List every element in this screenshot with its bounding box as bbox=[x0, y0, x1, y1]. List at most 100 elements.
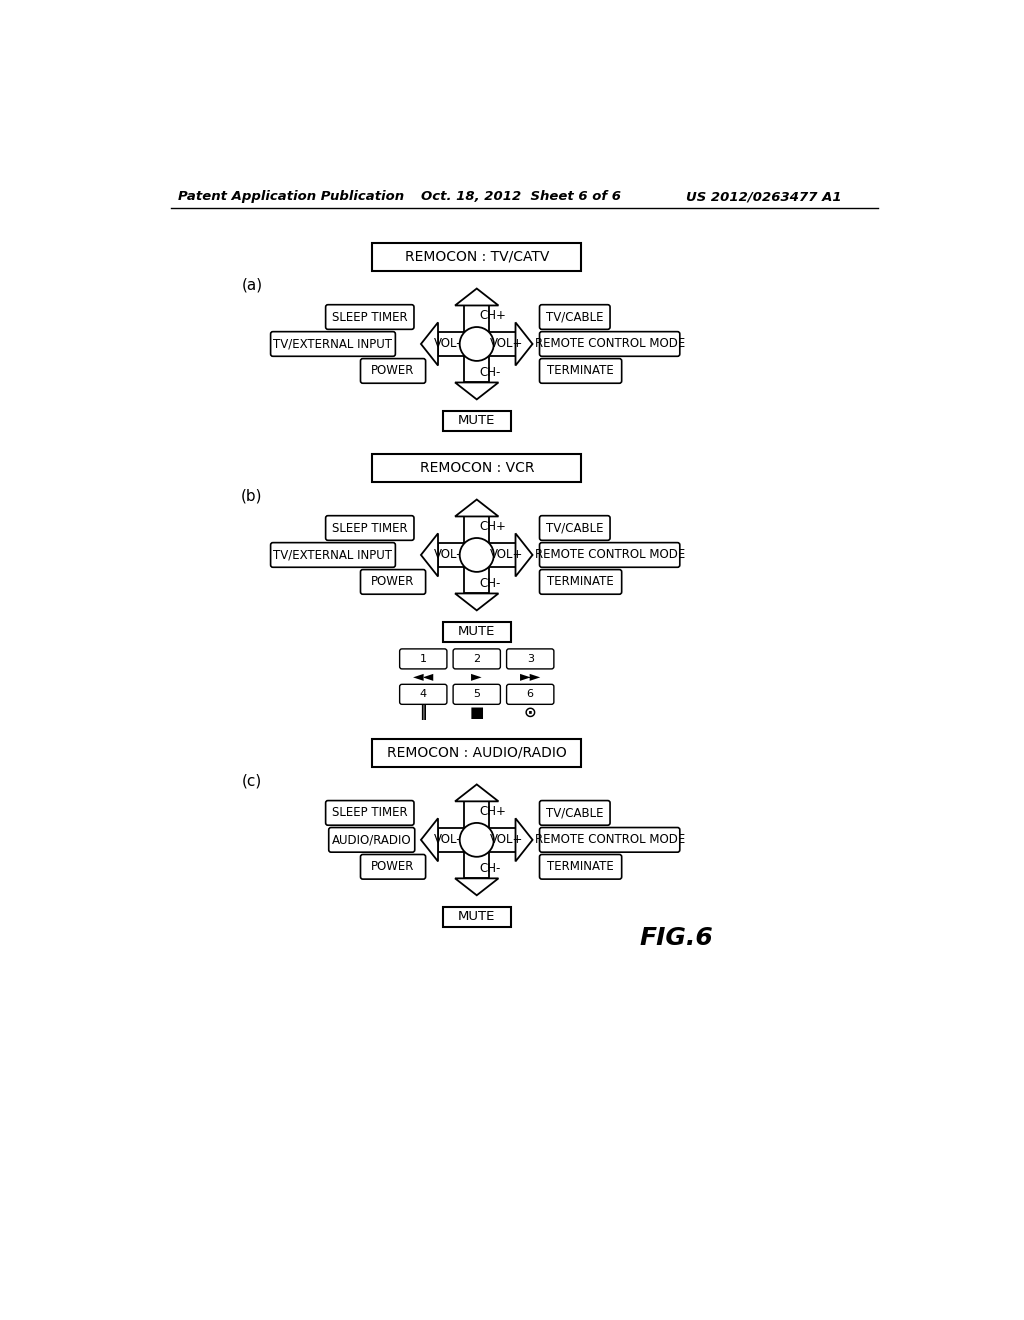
FancyBboxPatch shape bbox=[326, 800, 414, 825]
Text: 3: 3 bbox=[526, 653, 534, 664]
Bar bbox=[489, 331, 515, 356]
Bar bbox=[438, 828, 464, 853]
Text: Oct. 18, 2012  Sheet 6 of 6: Oct. 18, 2012 Sheet 6 of 6 bbox=[421, 190, 621, 203]
Text: 4: 4 bbox=[420, 689, 427, 700]
Polygon shape bbox=[421, 322, 438, 366]
Text: REMOCON : VCR: REMOCON : VCR bbox=[420, 461, 534, 475]
FancyBboxPatch shape bbox=[540, 516, 610, 540]
FancyBboxPatch shape bbox=[540, 828, 680, 853]
Circle shape bbox=[460, 327, 494, 360]
Text: VOL-: VOL- bbox=[434, 833, 462, 846]
Bar bbox=[442, 411, 511, 430]
Circle shape bbox=[460, 539, 494, 572]
Polygon shape bbox=[515, 818, 532, 862]
Bar bbox=[464, 853, 489, 878]
Text: FIG.6: FIG.6 bbox=[640, 927, 714, 950]
Text: TERMINATE: TERMINATE bbox=[547, 861, 614, 874]
Polygon shape bbox=[455, 383, 499, 400]
Text: SLEEP TIMER: SLEEP TIMER bbox=[332, 310, 408, 323]
FancyBboxPatch shape bbox=[360, 854, 426, 879]
Text: ⊙: ⊙ bbox=[524, 705, 537, 719]
Polygon shape bbox=[515, 322, 532, 366]
Text: TV/CABLE: TV/CABLE bbox=[546, 310, 603, 323]
Text: SLEEP TIMER: SLEEP TIMER bbox=[332, 521, 408, 535]
Text: VOL+: VOL+ bbox=[490, 833, 523, 846]
Text: REMOTE CONTROL MODE: REMOTE CONTROL MODE bbox=[535, 338, 685, 351]
Text: ►: ► bbox=[471, 669, 482, 684]
Text: REMOTE CONTROL MODE: REMOTE CONTROL MODE bbox=[535, 548, 685, 561]
FancyBboxPatch shape bbox=[326, 305, 414, 330]
Text: 1: 1 bbox=[420, 653, 427, 664]
Text: US 2012/0263477 A1: US 2012/0263477 A1 bbox=[686, 190, 842, 203]
Text: REMOCON : AUDIO/RADIO: REMOCON : AUDIO/RADIO bbox=[387, 746, 566, 760]
FancyBboxPatch shape bbox=[540, 570, 622, 594]
Polygon shape bbox=[455, 499, 499, 516]
Text: POWER: POWER bbox=[372, 861, 415, 874]
Text: 6: 6 bbox=[526, 689, 534, 700]
Bar bbox=[372, 454, 582, 482]
Text: TV/EXTERNAL INPUT: TV/EXTERNAL INPUT bbox=[273, 338, 392, 351]
FancyBboxPatch shape bbox=[399, 684, 446, 705]
Text: MUTE: MUTE bbox=[458, 626, 496, 639]
Polygon shape bbox=[455, 784, 499, 801]
FancyBboxPatch shape bbox=[326, 516, 414, 540]
Polygon shape bbox=[515, 533, 532, 577]
Circle shape bbox=[460, 822, 494, 857]
Text: TV/CABLE: TV/CABLE bbox=[546, 521, 603, 535]
Text: VOL-: VOL- bbox=[434, 338, 462, 351]
FancyBboxPatch shape bbox=[453, 684, 501, 705]
Text: CH+: CH+ bbox=[479, 520, 506, 533]
Bar bbox=[464, 516, 489, 543]
Bar bbox=[464, 801, 489, 828]
Polygon shape bbox=[455, 878, 499, 895]
Text: 5: 5 bbox=[473, 689, 480, 700]
FancyBboxPatch shape bbox=[329, 828, 415, 853]
Text: TERMINATE: TERMINATE bbox=[547, 364, 614, 378]
Text: (c): (c) bbox=[242, 774, 262, 789]
Text: (a): (a) bbox=[242, 279, 262, 293]
Bar bbox=[438, 331, 464, 356]
Polygon shape bbox=[421, 533, 438, 577]
Text: Patent Application Publication: Patent Application Publication bbox=[178, 190, 404, 203]
FancyBboxPatch shape bbox=[270, 543, 395, 568]
FancyBboxPatch shape bbox=[540, 359, 622, 383]
Text: POWER: POWER bbox=[372, 576, 415, 589]
Text: (b): (b) bbox=[242, 488, 263, 504]
Text: TV/CABLE: TV/CABLE bbox=[546, 807, 603, 820]
Text: TERMINATE: TERMINATE bbox=[547, 576, 614, 589]
Text: REMOCON : TV/CATV: REMOCON : TV/CATV bbox=[404, 249, 549, 264]
Text: MUTE: MUTE bbox=[458, 414, 496, 428]
Text: TV/EXTERNAL INPUT: TV/EXTERNAL INPUT bbox=[273, 548, 392, 561]
Bar bbox=[489, 828, 515, 853]
Text: ■: ■ bbox=[470, 705, 484, 719]
Bar bbox=[438, 543, 464, 568]
Text: REMOTE CONTROL MODE: REMOTE CONTROL MODE bbox=[535, 833, 685, 846]
FancyBboxPatch shape bbox=[360, 359, 426, 383]
Bar bbox=[372, 243, 582, 271]
FancyBboxPatch shape bbox=[540, 331, 680, 356]
Bar bbox=[442, 622, 511, 642]
Text: CH-: CH- bbox=[479, 577, 501, 590]
FancyBboxPatch shape bbox=[360, 570, 426, 594]
Text: AUDIO/RADIO: AUDIO/RADIO bbox=[332, 833, 412, 846]
Polygon shape bbox=[455, 594, 499, 610]
Text: ►►: ►► bbox=[519, 669, 541, 684]
Text: CH+: CH+ bbox=[479, 309, 506, 322]
Text: MUTE: MUTE bbox=[458, 911, 496, 924]
Text: VOL-: VOL- bbox=[434, 548, 462, 561]
Text: ◄◄: ◄◄ bbox=[413, 669, 434, 684]
Text: 2: 2 bbox=[473, 653, 480, 664]
Text: CH-: CH- bbox=[479, 862, 501, 875]
Text: VOL+: VOL+ bbox=[490, 548, 523, 561]
Text: VOL+: VOL+ bbox=[490, 338, 523, 351]
Text: CH-: CH- bbox=[479, 366, 501, 379]
Bar bbox=[464, 568, 489, 594]
Text: POWER: POWER bbox=[372, 364, 415, 378]
FancyBboxPatch shape bbox=[453, 649, 501, 669]
Bar bbox=[372, 739, 582, 767]
FancyBboxPatch shape bbox=[540, 800, 610, 825]
FancyBboxPatch shape bbox=[540, 543, 680, 568]
Text: ‖: ‖ bbox=[420, 704, 427, 719]
Text: CH+: CH+ bbox=[479, 805, 506, 818]
Polygon shape bbox=[421, 818, 438, 862]
